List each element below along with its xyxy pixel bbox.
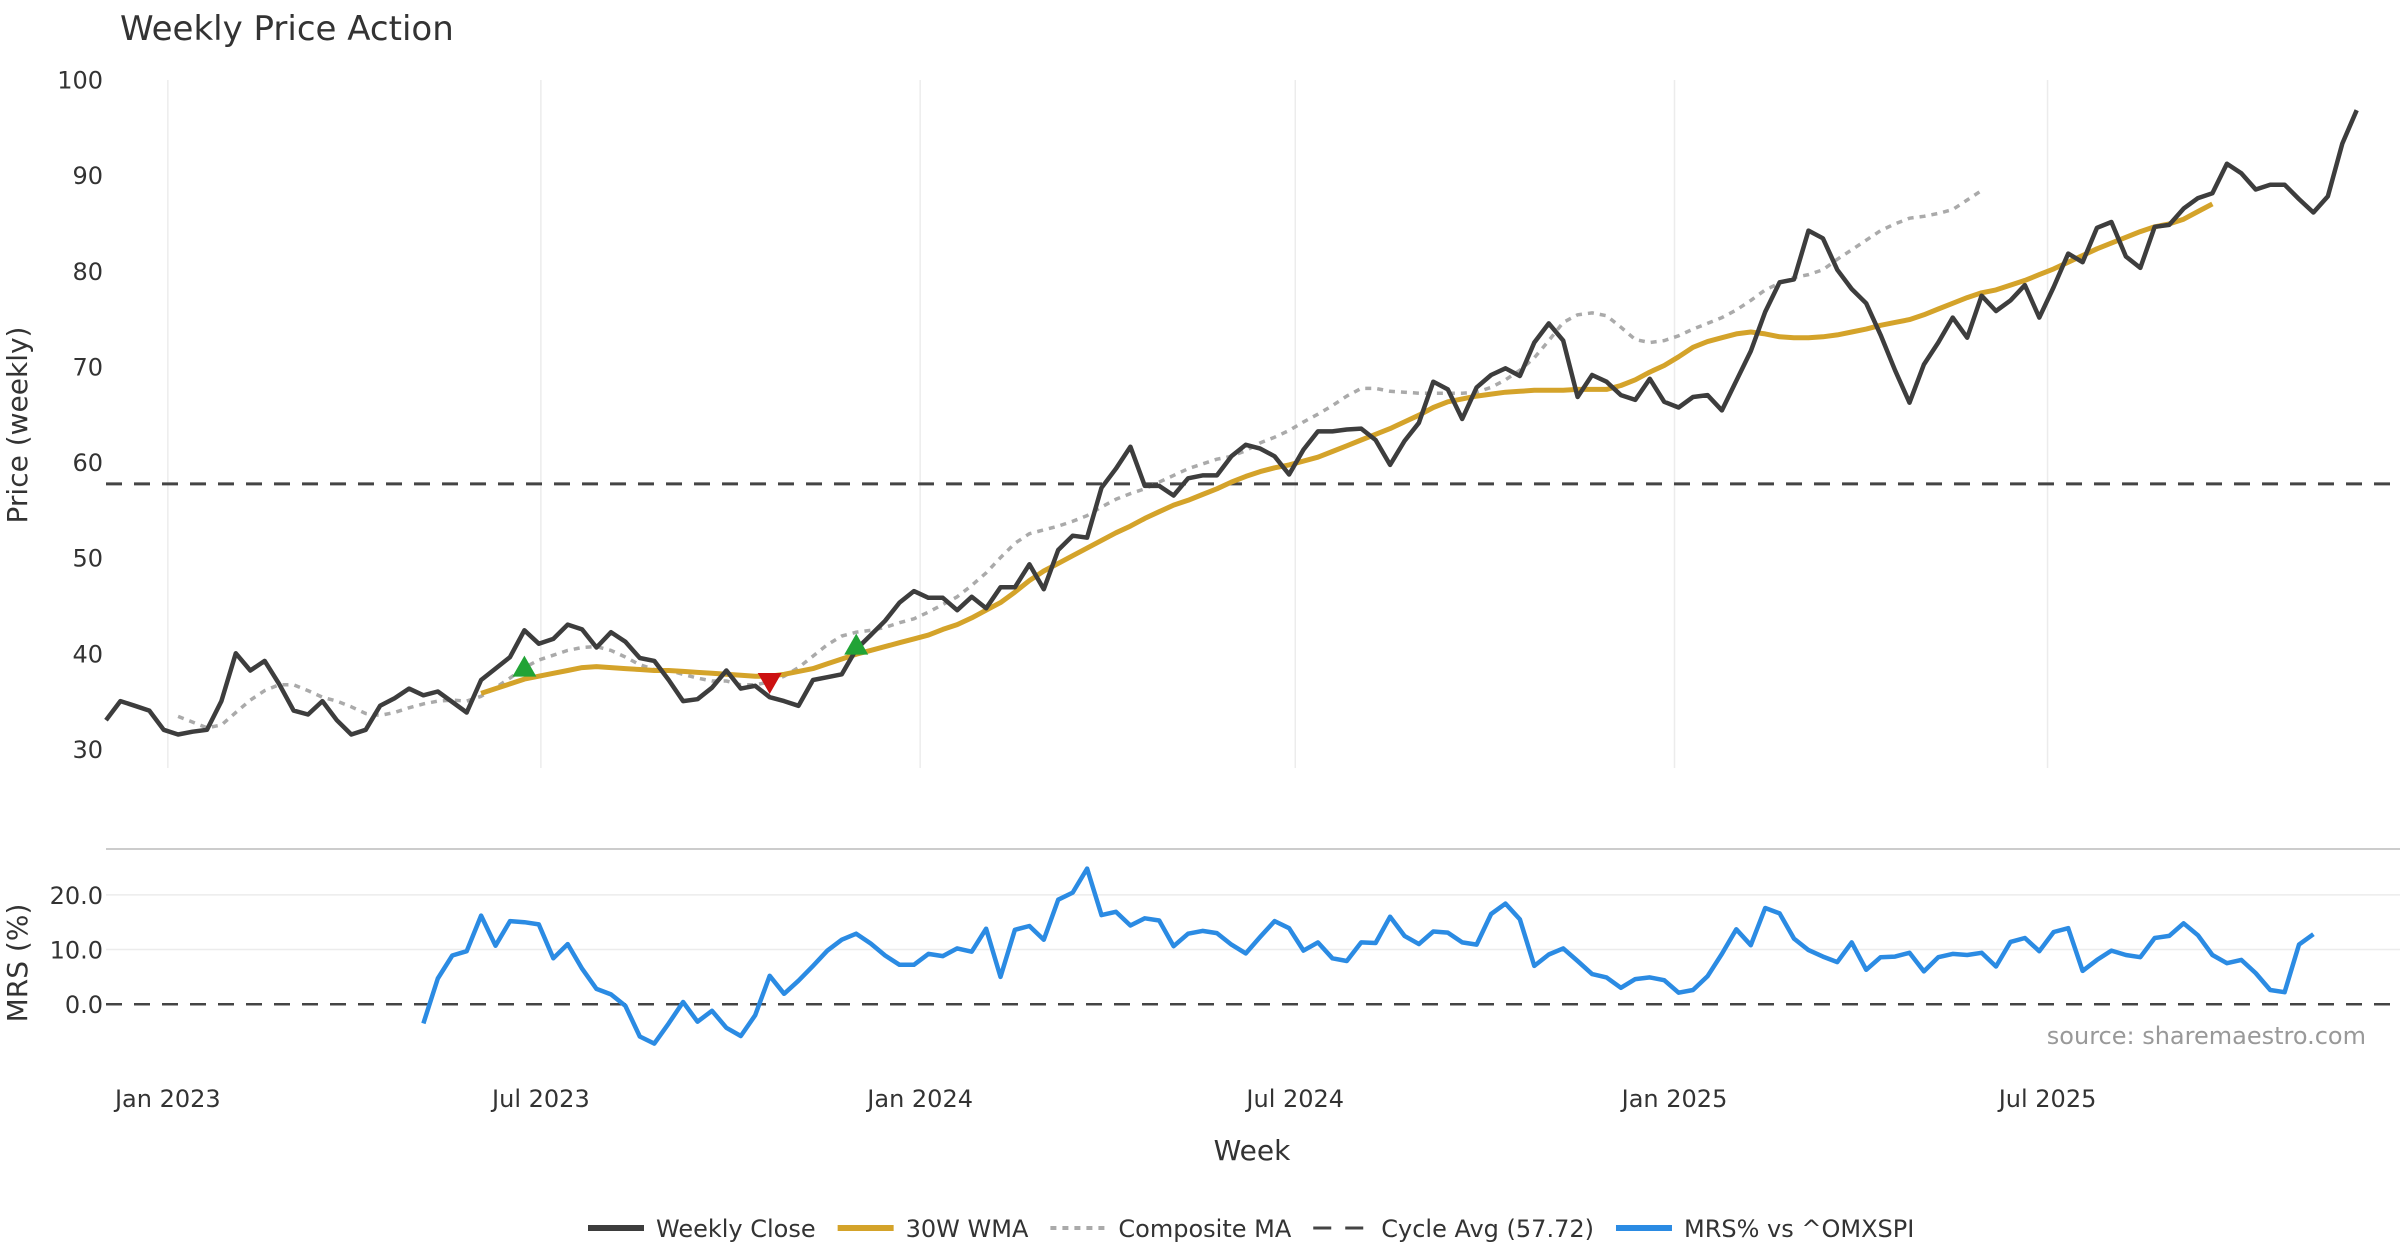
series-line-mrs <box>421 866 2315 1046</box>
mrs-panel: 0.0 10.0 20.0 MRS (%) source: sharemaestro… <box>1 866 2400 1050</box>
series-line-composite-ma <box>177 189 1983 730</box>
buy-signal-marker <box>844 633 869 655</box>
price-lines <box>104 109 2400 737</box>
chart-title: Weekly Price Action <box>120 9 454 49</box>
price-y-tick-label: 60 <box>72 449 103 477</box>
legend-item: MRS% vs ^OMXSPI <box>1615 1215 1914 1243</box>
x-tick-label: Jul 2024 <box>1244 1085 1344 1113</box>
signal-markers <box>512 633 869 694</box>
mrs-y-tick-label: 10.0 <box>50 937 103 965</box>
legend-item: 30W WMA <box>837 1215 1029 1243</box>
price-y-tick-label: 100 <box>57 67 103 95</box>
mrs-y-tick-label: 20.0 <box>50 882 103 910</box>
price-y-tick-label: 40 <box>72 640 103 668</box>
legend-label: Weekly Close <box>656 1215 816 1243</box>
series-line-30w-wma <box>480 201 2214 696</box>
mrs-grid <box>106 894 2400 1006</box>
series-line-weekly-close <box>104 109 2359 737</box>
legend-label: MRS% vs ^OMXSPI <box>1684 1215 1914 1243</box>
x-tick-label: Jan 2023 <box>113 1085 221 1113</box>
price-y-ticks: 30 40 50 60 70 80 90 100 <box>57 67 103 764</box>
price-y-tick-label: 70 <box>72 353 103 381</box>
legend: Weekly Close 30W WMA Composite MA Cycle Avg… <box>588 1215 1914 1243</box>
legend-label: 30W WMA <box>906 1215 1029 1243</box>
x-tick-label: Jan 2025 <box>1620 1085 1728 1113</box>
legend-label: Composite MA <box>1118 1215 1291 1243</box>
legend-label: Cycle Avg (57.72) <box>1381 1215 1594 1243</box>
price-grid <box>167 80 2049 768</box>
buy-signal-marker <box>512 655 537 677</box>
x-tick-label: Jan 2024 <box>865 1085 973 1113</box>
x-axis-label: Week <box>1214 1134 1291 1167</box>
mrs-y-ticks: 0.0 10.0 20.0 <box>50 882 103 1019</box>
price-y-tick-label: 50 <box>72 545 103 573</box>
price-y-tick-label: 80 <box>72 258 103 286</box>
legend-item: Composite MA <box>1050 1215 1292 1243</box>
x-tick-label: Jul 2023 <box>490 1085 590 1113</box>
legend-item: Weekly Close <box>588 1215 816 1243</box>
mrs-y-tick-label: 0.0 <box>65 991 103 1019</box>
mrs-lines <box>421 866 2315 1046</box>
source-note: source: sharemaestro.com <box>2047 1022 2366 1050</box>
x-tick-label: Jul 2025 <box>1997 1085 2097 1113</box>
price-y-tick-label: 90 <box>72 162 103 190</box>
mrs-y-axis-label: MRS (%) <box>1 904 34 1023</box>
sell-signal-marker <box>757 672 782 694</box>
price-y-tick-label: 30 <box>72 736 103 764</box>
legend-item: Cycle Avg (57.72) <box>1313 1215 1594 1243</box>
price-panel: 30 40 50 60 70 80 90 100 Price (weekly) <box>1 67 2400 768</box>
x-axis-ticks: Jan 2023 Jul 2023 Jan 2024 Jul 2024 Jan 2025… <box>113 1085 2096 1113</box>
price-y-axis-label: Price (weekly) <box>1 327 34 524</box>
